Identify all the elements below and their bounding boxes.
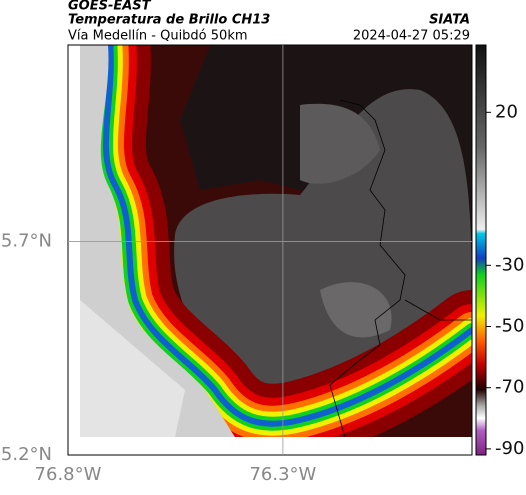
lat-tick-label: 5.7°N (1, 230, 52, 251)
colorbar-tick-label: -50 (495, 315, 524, 336)
agency: SIATA (429, 13, 470, 28)
timestamp: 2024-04-27 05:29 (353, 29, 470, 44)
source: GOES-EAST (68, 0, 152, 14)
lon-tick-label: 76.8°W (35, 464, 102, 485)
colorbar-tick-label: 20 (495, 101, 518, 122)
lat-tick-label: 5.2°N (1, 444, 52, 465)
colorbar-tick-label: -90 (495, 438, 524, 459)
subtitle: Vía Medellín - Quibdó 50km (68, 29, 248, 44)
satellite-image (68, 45, 472, 455)
lon-tick-label: 76.3°W (249, 464, 316, 485)
map-frame (67, 44, 473, 456)
colorbar (475, 44, 487, 456)
title: Temperatura de Brillo CH13 (68, 13, 270, 28)
colorbar-tick-label: -30 (495, 254, 524, 275)
colorbar-tick-label: -70 (495, 377, 524, 398)
